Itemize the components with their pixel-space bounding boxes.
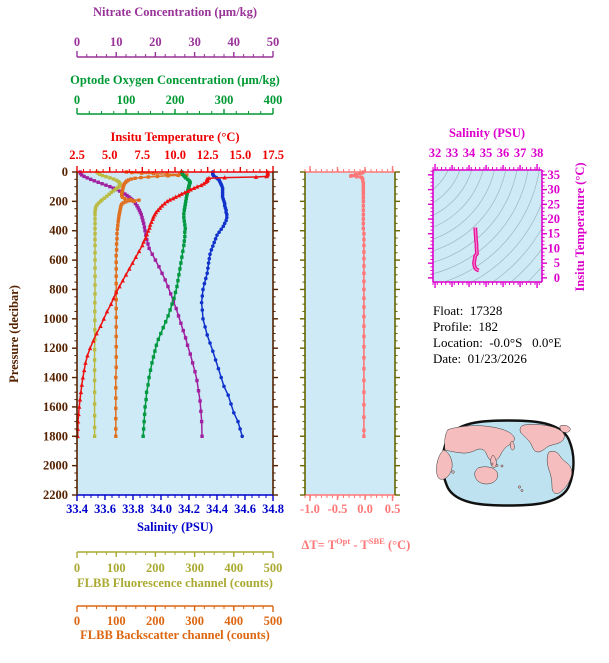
svg-text:50: 50 <box>267 35 280 49</box>
svg-text:15.0: 15.0 <box>229 148 251 162</box>
oxygen-axis-title: Optode Oxygen Concentration (µm/kg) <box>70 73 280 87</box>
svg-text:200: 200 <box>49 194 68 208</box>
ts-temperature-axis-title: Insitu Temperature (°C) <box>573 162 587 292</box>
svg-text:34.0: 34.0 <box>150 502 172 516</box>
svg-text:300: 300 <box>185 614 204 628</box>
delta-t-plot: -1.0 -0.5 0.0 0.5 <box>300 166 400 516</box>
svg-text:100: 100 <box>107 614 126 628</box>
svg-text:5: 5 <box>554 256 560 270</box>
svg-text:32: 32 <box>429 146 442 160</box>
delta-t-axis-title: ΔT= TOpt - TSBE (°C) <box>301 536 411 553</box>
svg-text:5.0: 5.0 <box>102 148 118 162</box>
svg-text:1000: 1000 <box>43 312 68 326</box>
map-landmasses <box>436 424 573 494</box>
svg-text:20: 20 <box>548 212 561 226</box>
svg-text:35: 35 <box>548 168 561 182</box>
svg-text:25: 25 <box>548 197 561 211</box>
svg-text:1600: 1600 <box>43 400 68 414</box>
svg-text:100: 100 <box>107 561 126 575</box>
svg-text:500: 500 <box>264 614 283 628</box>
svg-text:36: 36 <box>497 146 510 160</box>
svg-text:300: 300 <box>215 93 234 107</box>
svg-text:30: 30 <box>188 35 201 49</box>
svg-text:400: 400 <box>49 224 68 238</box>
nitrate-axis-title: Nitrate Concentration (µm/kg) <box>92 5 258 19</box>
svg-text:34.2: 34.2 <box>178 502 200 516</box>
svg-text:35: 35 <box>480 146 493 160</box>
date-value: 01/23/2026 <box>467 351 527 366</box>
svg-text:0: 0 <box>62 165 68 179</box>
svg-text:400: 400 <box>224 561 243 575</box>
svg-text:400: 400 <box>264 93 283 107</box>
svg-text:10.0: 10.0 <box>164 148 186 162</box>
svg-text:1400: 1400 <box>43 371 68 385</box>
svg-text:10: 10 <box>110 35 123 49</box>
svg-text:10: 10 <box>548 241 561 255</box>
svg-text:300: 300 <box>185 561 204 575</box>
svg-text:7.5: 7.5 <box>135 148 151 162</box>
float-id-value: 17328 <box>469 303 503 318</box>
svg-text:200: 200 <box>166 93 185 107</box>
svg-text:33.4: 33.4 <box>66 502 89 516</box>
svg-text:1800: 1800 <box>43 429 68 443</box>
world-map <box>436 419 575 507</box>
svg-text:34.4: 34.4 <box>206 502 229 516</box>
svg-text:12.5: 12.5 <box>197 148 219 162</box>
svg-text:34.6: 34.6 <box>234 502 256 516</box>
svg-text:600: 600 <box>49 253 68 267</box>
svg-text:800: 800 <box>49 282 68 296</box>
svg-text:33.6: 33.6 <box>94 502 116 516</box>
svg-text:0: 0 <box>74 614 80 628</box>
ts-salinity-axis-title: Salinity (PSU) <box>448 126 526 140</box>
svg-text:2000: 2000 <box>43 459 68 473</box>
svg-text:200: 200 <box>146 561 165 575</box>
temperature-axis-title: Insitu Temperature (°C) <box>110 130 240 144</box>
svg-text:-1.0: -1.0 <box>300 502 320 516</box>
svg-text:33: 33 <box>446 146 459 160</box>
svg-text:37: 37 <box>514 146 527 160</box>
svg-text:20: 20 <box>149 35 162 49</box>
date-line: Date: 01/23/2026 <box>433 351 527 366</box>
svg-text:0.0: 0.0 <box>357 502 373 516</box>
location-line: Location: -0.0°S 0.0°E <box>433 335 562 350</box>
svg-text:33.8: 33.8 <box>122 502 144 516</box>
svg-text:500: 500 <box>264 561 283 575</box>
profile-number-value: 182 <box>478 319 499 334</box>
salinity-axis-title: Salinity (PSU) <box>136 520 214 534</box>
svg-text:0.5: 0.5 <box>385 502 401 516</box>
svg-text:30: 30 <box>548 183 561 197</box>
svg-text:0: 0 <box>74 93 80 107</box>
svg-text:0: 0 <box>554 271 560 285</box>
svg-text:0: 0 <box>74 561 80 575</box>
float-id-line: Float: 17328 <box>433 303 503 318</box>
backscatter-axis-title: FLBB Backscatter channel (counts) <box>80 628 270 642</box>
svg-text:0: 0 <box>74 35 80 49</box>
svg-text:15: 15 <box>548 227 561 241</box>
svg-text:100: 100 <box>117 93 136 107</box>
svg-text:200: 200 <box>146 614 165 628</box>
svg-text:34.8: 34.8 <box>262 502 284 516</box>
svg-text:38: 38 <box>531 146 544 160</box>
fluorescence-axis-title: FLBB Fluorescence channel (counts) <box>77 576 273 590</box>
profile-number-line: Profile: 182 <box>433 319 499 334</box>
svg-text:17.5: 17.5 <box>262 148 284 162</box>
pressure-axis-title: Pressure (decibar) <box>7 285 21 383</box>
svg-text:34: 34 <box>463 146 476 160</box>
svg-text:1200: 1200 <box>43 341 68 355</box>
svg-text:2.5: 2.5 <box>69 148 85 162</box>
svg-text:-0.5: -0.5 <box>328 502 348 516</box>
svg-text:400: 400 <box>224 614 243 628</box>
svg-text:40: 40 <box>228 35 241 49</box>
location-value: -0.0°S 0.0°E <box>489 335 562 350</box>
svg-text:2200: 2200 <box>43 488 68 502</box>
